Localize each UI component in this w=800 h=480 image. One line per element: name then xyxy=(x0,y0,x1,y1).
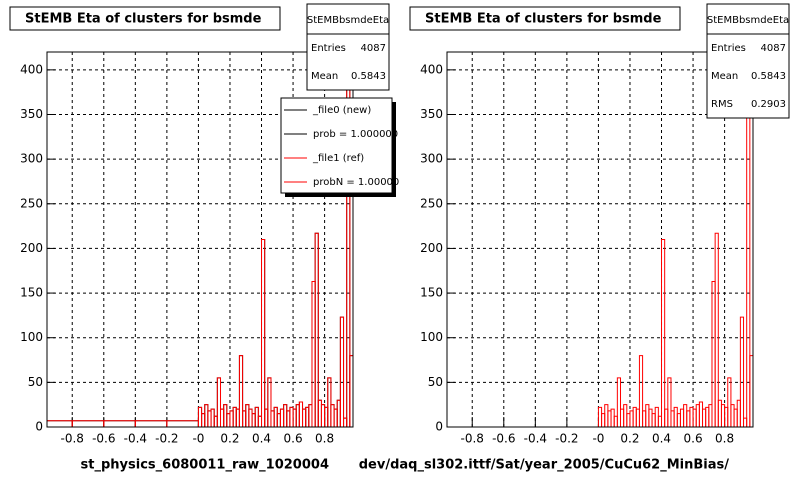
y-tick-label: 300 xyxy=(420,152,443,166)
x-tick-label: -0.8 xyxy=(461,432,484,446)
chart-title: StEMB Eta of clusters for bsmde xyxy=(25,12,262,27)
x-tick-label: -0 xyxy=(192,432,204,446)
stats-title: StEMBbsmdeEta xyxy=(307,15,389,26)
x-tick-label: -0.2 xyxy=(155,432,178,446)
x-tick-label: -0.6 xyxy=(492,432,515,446)
chart-title: StEMB Eta of clusters for bsmde xyxy=(425,12,662,27)
histogram-bin xyxy=(714,232,719,427)
y-tick-label: 200 xyxy=(20,241,43,255)
stats-value: 4087 xyxy=(761,43,786,54)
x-tick-label: 0.2 xyxy=(220,432,239,446)
histogram-bin xyxy=(727,377,732,427)
x-tick-label: 0.8 xyxy=(715,432,734,446)
stats-label: Mean xyxy=(711,71,738,82)
y-tick-label: 150 xyxy=(20,286,43,300)
histogram-bin xyxy=(216,377,222,427)
histogram-bin xyxy=(638,355,644,427)
histogram-bin xyxy=(327,377,332,427)
x-tick-label: 0.4 xyxy=(652,432,671,446)
x-tick-label: -0 xyxy=(592,432,604,446)
legend-note: prob = 1.000000 xyxy=(313,129,398,140)
x-tick-label: 0.8 xyxy=(315,432,334,446)
title-box xyxy=(409,6,681,31)
y-tick-label: 400 xyxy=(420,62,443,76)
x-tick-label: 0.6 xyxy=(684,432,703,446)
stats-value: 4087 xyxy=(361,43,386,54)
legend-note: probN = 1.00000 xyxy=(313,177,399,188)
stats-value: 0.5843 xyxy=(751,71,786,82)
panel: 0 50 100 150 200 250 300 350 400 -0.8 -0.6 -0.4 -0.2… xyxy=(9,3,399,473)
x-tick-label: 0.6 xyxy=(284,432,303,446)
y-tick-label: 300 xyxy=(20,152,43,166)
y-tick-label: 250 xyxy=(20,196,43,210)
stats-label: RMS xyxy=(711,99,733,110)
y-tick-label: 150 xyxy=(420,286,443,300)
y-tick-label: 0 xyxy=(35,420,43,434)
legend-box xyxy=(280,97,393,194)
y-tick-label: 250 xyxy=(420,196,443,210)
histogram-bin xyxy=(739,316,745,427)
histogram-bin xyxy=(616,377,622,427)
y-tick-label: 350 xyxy=(20,107,43,121)
x-tick-label: 0.4 xyxy=(252,432,271,446)
x-tick-label: 0.2 xyxy=(620,432,639,446)
x-axis-label: dev/daq_sl302.ittf/Sat/year_2005/CuCu62_… xyxy=(359,458,729,473)
legend-label: _file0 (new) xyxy=(312,105,371,116)
x-tick-label: -0.2 xyxy=(555,432,578,446)
plot-frame xyxy=(446,51,754,428)
plot-frame xyxy=(46,51,354,428)
y-tick-label: 0 xyxy=(435,420,443,434)
histogram-bin xyxy=(339,316,345,427)
y-tick-label: 200 xyxy=(420,241,443,255)
y-tick-label: 50 xyxy=(28,375,43,389)
stats-value: 0.2903 xyxy=(751,99,786,110)
stats-title: StEMBbsmdeEta xyxy=(707,15,789,26)
histogram-bin xyxy=(267,377,272,427)
stats-box xyxy=(306,3,390,91)
panel: 0 50 100 150 200 250 300 350 400 -0.8 -0.6 -0.4 -0.2… xyxy=(359,3,790,473)
stats-label: Entries xyxy=(711,43,746,54)
histogram-bin xyxy=(261,239,266,427)
y-tick-label: 350 xyxy=(420,107,443,121)
x-tick-label: -0.4 xyxy=(524,432,547,446)
y-tick-label: 100 xyxy=(420,330,443,344)
stats-box xyxy=(706,3,790,119)
x-tick-label: -0.6 xyxy=(92,432,115,446)
x-tick-label: -0.4 xyxy=(124,432,147,446)
histogram-bin xyxy=(667,377,672,427)
legend-label: _file1 (ref) xyxy=(312,153,364,164)
y-tick-label: 50 xyxy=(428,375,443,389)
stats-value: 0.5843 xyxy=(351,71,386,82)
histogram-bin xyxy=(238,355,244,427)
histogram-bin xyxy=(661,239,666,427)
stats-label: Entries xyxy=(311,43,346,54)
title-box xyxy=(9,6,281,31)
y-tick-label: 100 xyxy=(20,330,43,344)
y-tick-label: 400 xyxy=(20,62,43,76)
x-tick-label: -0.8 xyxy=(61,432,84,446)
stats-label: Mean xyxy=(311,71,338,82)
histogram-bin xyxy=(314,232,319,427)
x-axis-label: st_physics_6080011_raw_1020004 xyxy=(81,458,329,473)
